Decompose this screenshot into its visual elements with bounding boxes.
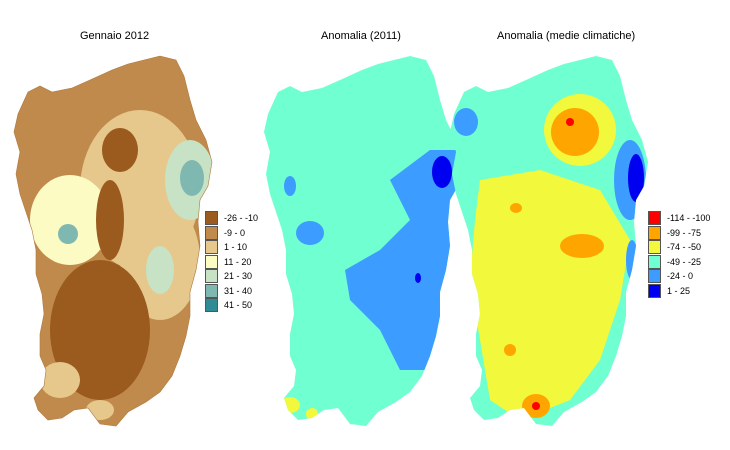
legend-row: -9 - 0 [205, 225, 258, 241]
legend-swatch [648, 211, 661, 226]
map-title-january: Gennaio 2012 [80, 30, 150, 42]
legend-swatch [648, 269, 661, 284]
legend-label: 1 - 10 [224, 242, 248, 253]
legend-row: 41 - 50 [205, 298, 258, 313]
map-anomaly-climate [450, 56, 648, 426]
legend-swatch [648, 283, 661, 298]
legend-anomaly: -114 - -100 -99 - -75 -74 - -50 -49 - -2… [648, 211, 710, 298]
legend-label: 41 - 50 [224, 300, 253, 311]
legend-row: 21 - 30 [205, 269, 258, 284]
legend-swatch [648, 240, 661, 255]
map-title-anomaly-2011: Anomalia (2011) [321, 30, 401, 42]
legend-label: -49 - -25 [667, 256, 702, 267]
map-title-anomaly-climate: Anomalia (medie climatiche) [497, 30, 636, 42]
legend-swatch [648, 254, 661, 269]
legend-label: 21 - 30 [224, 271, 253, 282]
legend-label: -99 - -75 [667, 227, 702, 238]
legend-row: 1 - 10 [205, 240, 258, 255]
legend-label: -74 - -50 [667, 242, 702, 253]
legend-swatch [205, 298, 218, 313]
legend-swatch [205, 254, 218, 269]
legend-swatch [205, 211, 218, 226]
legend-swatch [205, 269, 218, 284]
legend-row: 31 - 40 [205, 283, 258, 299]
legend-row: 11 - 20 [205, 254, 258, 270]
map-anomaly-2011 [264, 56, 462, 426]
legend-swatch [205, 225, 218, 240]
legend-label: 11 - 20 [224, 256, 252, 267]
legend-row: -99 - -75 [648, 225, 710, 241]
legend-label: -26 - -10 [224, 213, 259, 224]
legend-label: -24 - 0 [667, 271, 694, 282]
legend-swatch [205, 283, 218, 298]
legend-row: -74 - -50 [648, 240, 710, 255]
legend-label: 1 - 25 [667, 285, 691, 296]
legend-january: -26 - -10 -9 - 0 1 - 10 11 - 20 21 - 30 … [205, 211, 258, 313]
legend-row: 1 - 25 [648, 283, 710, 299]
legend-swatch [205, 240, 218, 255]
legend-row: -26 - -10 [205, 211, 258, 226]
map-january-2012 [13, 55, 213, 427]
legend-row: -114 - -100 [648, 211, 710, 226]
legend-label: -9 - 0 [224, 227, 246, 238]
legend-label: -114 - -100 [667, 213, 711, 224]
legend-label: 31 - 40 [224, 285, 253, 296]
legend-swatch [648, 225, 661, 240]
legend-row: -24 - 0 [648, 269, 710, 284]
legend-row: -49 - -25 [648, 254, 710, 270]
